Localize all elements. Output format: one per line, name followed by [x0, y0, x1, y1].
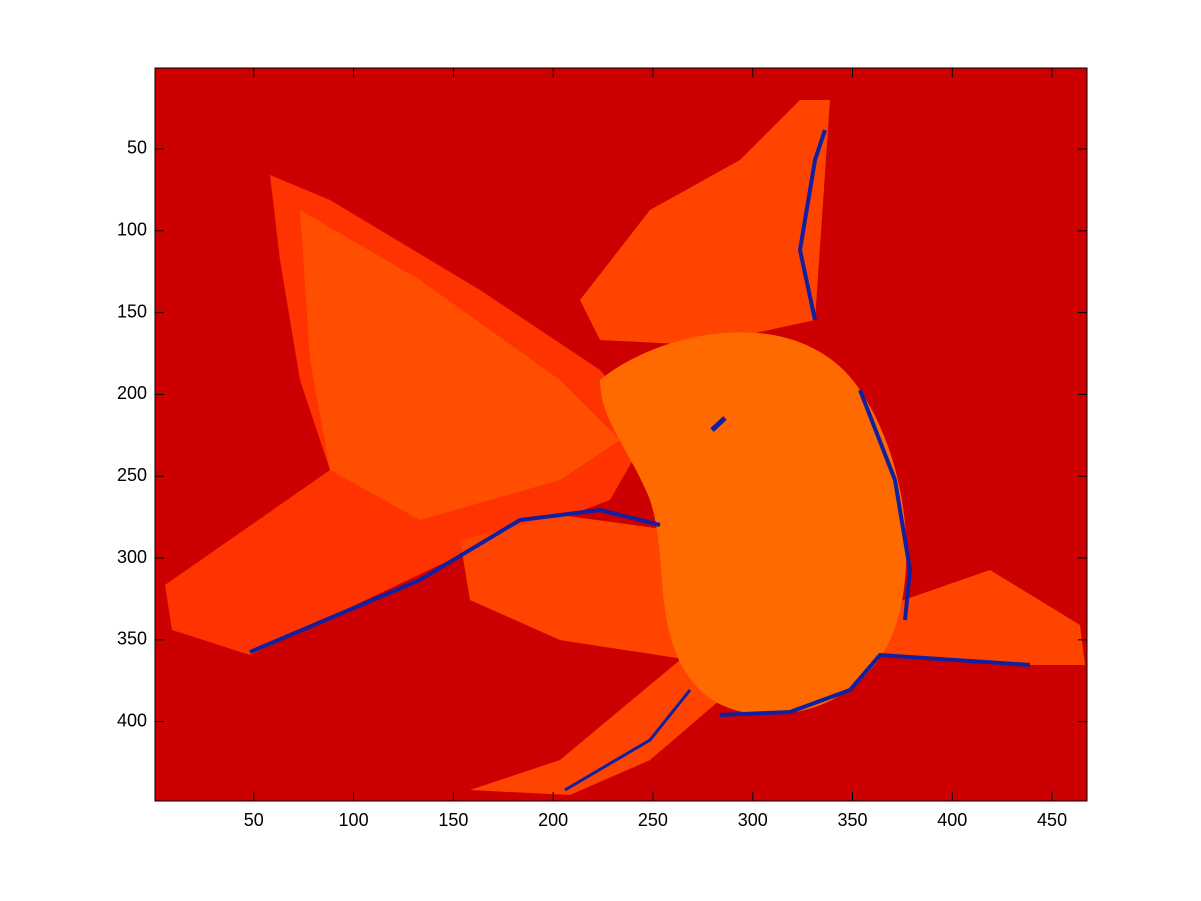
x-tick-label: 250 — [638, 810, 668, 830]
pectoral-fin — [875, 570, 1085, 665]
axes-box — [154, 67, 1088, 802]
y-tick-label: 250 — [117, 465, 147, 485]
x-tick-label: 100 — [339, 810, 369, 830]
y-tick-label: 350 — [117, 629, 147, 649]
y-tick-label: 300 — [117, 547, 147, 567]
body-edge — [858, 389, 913, 621]
ventral-fin — [460, 515, 690, 660]
body — [600, 332, 907, 715]
dorsal-fin — [580, 100, 830, 345]
image — [155, 68, 1087, 801]
fin-edge — [249, 507, 661, 654]
x-tick-label: 200 — [538, 810, 568, 830]
fin-edge — [564, 689, 692, 792]
y-tick-label: 50 — [127, 138, 147, 158]
x-tick-label: 350 — [837, 810, 867, 830]
y-tick-label: 200 — [117, 383, 147, 403]
x-tick-label: 150 — [438, 810, 468, 830]
tail-fin-inner — [300, 210, 620, 520]
x-tick-label: 300 — [738, 810, 768, 830]
y-tick-label: 150 — [117, 301, 147, 321]
fin-edge — [797, 129, 827, 321]
mouth-edge — [719, 652, 1031, 717]
x-tick-label: 50 — [244, 810, 264, 830]
pelvic-fin — [470, 660, 720, 795]
y-tick-label: 100 — [117, 220, 147, 240]
x-tick-label: 400 — [937, 810, 967, 830]
y-tick-label: 400 — [117, 710, 147, 730]
x-tick-label: 450 — [1037, 810, 1067, 830]
eye — [710, 416, 727, 432]
